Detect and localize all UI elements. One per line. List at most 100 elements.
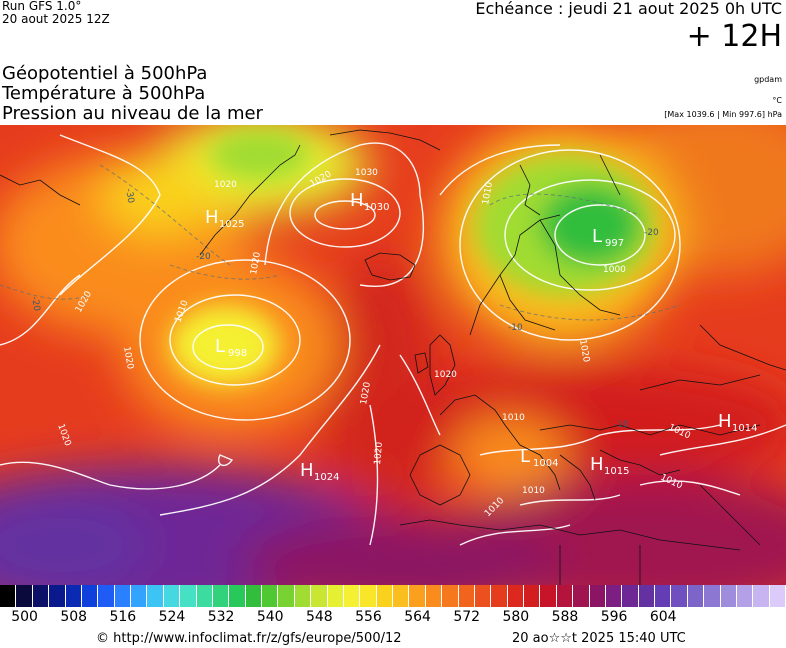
temperature-label: -20: [29, 296, 41, 312]
weather-map: H 1025 H 1030 L 998 L 997 H 1024 L 1004 …: [0, 125, 786, 585]
scale-swatch: [753, 585, 770, 607]
scale-swatch: [474, 585, 492, 607]
scale-swatch: [409, 585, 426, 607]
temperature-label: -20: [196, 252, 211, 262]
scale-swatch: [262, 585, 279, 607]
system-value: 998: [228, 348, 247, 359]
isobar-label: 1020: [249, 251, 263, 276]
scale-swatch: [540, 585, 557, 607]
scale-swatch: [556, 585, 574, 607]
scale-swatch: [687, 585, 705, 607]
scale-swatch: [294, 585, 312, 607]
scale-swatch: [212, 585, 230, 607]
scale-tick-label: 580: [502, 609, 530, 625]
scale-swatch: [114, 585, 131, 607]
scale-tick-label: 556: [355, 609, 382, 625]
isobar-label: 1020: [434, 370, 457, 380]
isobar-label: 1010: [522, 486, 545, 496]
temperature-label: -10: [614, 420, 629, 430]
title-geopotential: Géopotentiel à 500hPa: [2, 63, 208, 84]
color-scale-bar: [0, 585, 786, 607]
system-marker: H: [590, 454, 604, 475]
system-marker: H: [718, 411, 732, 432]
scale-tick-label: 572: [453, 609, 481, 625]
scale-swatch: [278, 585, 295, 607]
scale-swatch: [605, 585, 623, 607]
scale-swatch: [163, 585, 181, 607]
scale-swatch: [98, 585, 115, 607]
scale-swatch: [327, 585, 344, 607]
scale-tick-label: 532: [207, 609, 235, 625]
isobar-label: 1020: [214, 180, 237, 190]
isobar-label: 1010: [481, 181, 495, 206]
system-value: 997: [605, 238, 624, 249]
scale-swatch: [491, 585, 508, 607]
system-marker: L: [592, 226, 602, 247]
temperature-label: -30: [123, 188, 135, 204]
scale-swatch: [425, 585, 443, 607]
isobar-label: 1020: [121, 346, 135, 371]
system-value: 1015: [604, 466, 629, 477]
system-marker: H: [350, 190, 364, 211]
system-marker: H: [205, 207, 219, 228]
generation-timestamp: 20 ao☆☆t 2025 15:40 UTC: [512, 631, 686, 646]
system-value: 1014: [732, 423, 757, 434]
scale-swatch: [81, 585, 99, 607]
scale-swatch: [507, 585, 524, 607]
title-temperature: Température à 500hPa: [2, 83, 206, 104]
scale-tick-label: 596: [600, 609, 628, 625]
system-value: 1025: [219, 219, 244, 230]
scale-swatch: [589, 585, 606, 607]
scale-swatch: [769, 585, 786, 607]
temperature-label: -10: [508, 323, 523, 333]
unit-temperature: °C: [772, 96, 782, 105]
isobar-label: 1010: [502, 413, 525, 423]
color-scale-ticks: 500 508 516 524 532 540 548 556 564 572 580 588 596 6…: [0, 609, 786, 627]
scale-swatch: [622, 585, 639, 607]
source-credit: © http://www.infoclimat.fr/z/gfs/europe/…: [96, 631, 402, 646]
isobar-label: 1020: [373, 441, 385, 465]
scale-tick-label: 564: [404, 609, 431, 625]
scale-swatch: [671, 585, 688, 607]
system-marker: L: [520, 446, 530, 467]
scale-swatch: [65, 585, 82, 607]
unit-geopotential: gpdam: [754, 75, 782, 84]
scale-swatch: [573, 585, 590, 607]
system-value: 1030: [364, 202, 389, 213]
scale-swatch: [32, 585, 50, 607]
scale-swatch: [704, 585, 721, 607]
scale-tick-label: 540: [256, 609, 284, 625]
scale-swatch: [720, 585, 737, 607]
scale-swatch: [147, 585, 164, 607]
isobar-label: 1020: [577, 339, 591, 364]
scale-tick-label: 524: [158, 609, 186, 625]
temperature-label: -20: [644, 228, 659, 238]
scale-swatch: [393, 585, 410, 607]
scale-swatch: [442, 585, 459, 607]
scale-swatch: [0, 585, 17, 607]
scale-swatch: [49, 585, 66, 607]
forecast-horizon: + 12H: [686, 19, 782, 54]
scale-swatch: [131, 585, 148, 607]
scale-swatch: [655, 585, 672, 607]
scale-swatch: [376, 585, 393, 607]
scale-swatch: [196, 585, 213, 607]
isobar-label: 1000: [603, 265, 626, 275]
scale-tick-label: 548: [305, 609, 333, 625]
scale-tick-label: 508: [60, 609, 88, 625]
scale-swatch: [229, 585, 246, 607]
scale-swatch: [736, 585, 754, 607]
run-label: Run GFS 1.0°: [2, 0, 82, 13]
scale-swatch: [180, 585, 197, 607]
scale-swatch: [524, 585, 541, 607]
system-marker: H: [300, 460, 314, 481]
system-marker: L: [215, 336, 225, 357]
scale-swatch: [343, 585, 361, 607]
scale-tick-label: 500: [11, 609, 38, 625]
run-date: 20 aout 2025 12Z: [2, 12, 110, 26]
unit-pressure: [Max 1039.6 | Min 997.6] hPa: [664, 110, 782, 119]
scale-swatch: [311, 585, 328, 607]
system-value: 1004: [533, 458, 558, 469]
title-pressure: Pression au niveau de la mer: [2, 103, 263, 124]
scale-swatch: [245, 585, 262, 607]
